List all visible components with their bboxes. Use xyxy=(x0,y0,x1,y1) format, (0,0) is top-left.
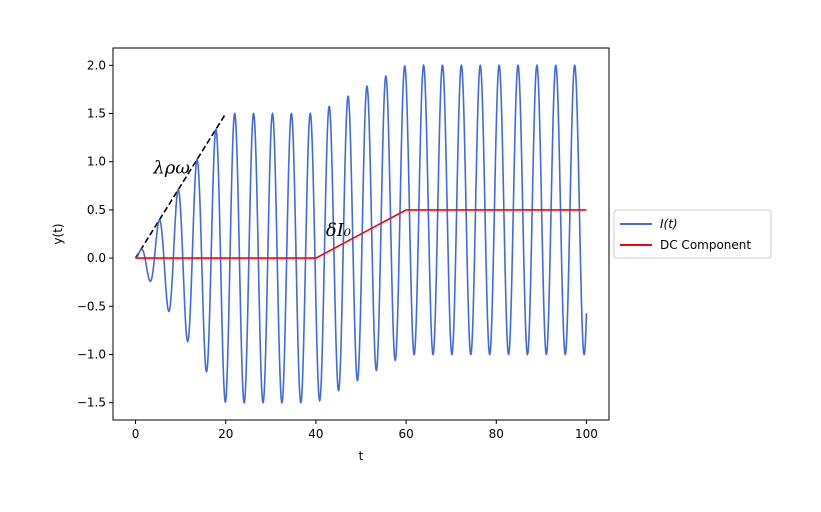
y-tick-label-4: 0.5 xyxy=(87,203,106,217)
y-tick-label-0: −1.5 xyxy=(77,396,106,410)
x-axis-label: t xyxy=(359,449,364,463)
y-axis-label: y(t) xyxy=(51,223,65,244)
legend-entry-series-1: I(t) xyxy=(660,217,678,231)
legend-entry-series-2: DC Component xyxy=(660,238,751,252)
x-tick-label-0: 0 xyxy=(132,427,140,441)
plot-area: λρω δI₀ xyxy=(134,63,588,405)
y-tick-label-2: −0.5 xyxy=(77,299,106,313)
y-tick-label-5: 1.0 xyxy=(87,155,106,169)
x-tick-label-40: 40 xyxy=(308,427,323,441)
plot-inner xyxy=(134,63,588,405)
y-tick-label-6: 1.5 xyxy=(87,107,106,121)
legend-frame xyxy=(613,209,772,259)
x-tick-label-20: 20 xyxy=(218,427,233,441)
series-line-2 xyxy=(135,209,587,259)
series-line-1 xyxy=(135,63,588,405)
axes: 0 20 40 60 80 100 −1.5 −1.0 −0.5 0.0 0.5 1.0 1.5 2.0 t… xyxy=(51,47,610,463)
axes-frame xyxy=(112,47,610,421)
y-tick-label-7: 2.0 xyxy=(87,58,106,72)
x-tick-label-100: 100 xyxy=(575,427,598,441)
y-tick-label-1: −1.0 xyxy=(77,347,106,361)
y-tick-label-3: 0.0 xyxy=(87,251,106,265)
annotation-1: λρω xyxy=(152,158,190,179)
x-tick-label-60: 60 xyxy=(398,427,413,441)
x-tick-label-80: 80 xyxy=(489,427,504,441)
legend: I(t) DC Component xyxy=(613,209,772,259)
guide-line-1 xyxy=(134,113,227,259)
annotation-2: δI₀ xyxy=(326,220,351,241)
